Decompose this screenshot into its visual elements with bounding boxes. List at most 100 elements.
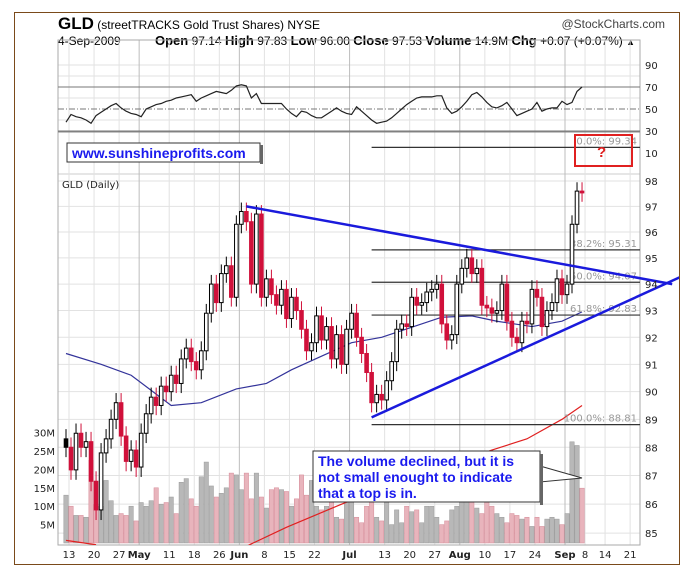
volume-bar [253,472,259,544]
candle-body [319,315,324,341]
candle-body [394,328,399,363]
candle-body [444,323,450,341]
volume-bar [354,516,360,544]
volume-bar [419,522,425,544]
candle-body [299,310,304,330]
rsi-axis-label: 90 [645,61,658,72]
volume-bar [309,480,314,544]
volume-bar [188,498,194,544]
price-axis-label: 92 [645,333,658,344]
volume-bar [228,472,234,544]
volume-bar [198,476,204,544]
annotation-line: The volume declined, but it is [318,453,514,469]
volume-bar [339,518,345,544]
candle-body [364,352,369,374]
candlesticks [63,182,585,521]
plot-border [57,39,641,546]
x-axis-label: 8 [582,550,588,561]
volume-value: 14.9M [474,34,509,48]
x-axis-label: 22 [308,550,321,561]
volume-bar [544,518,550,544]
fib-level-label: 38.2%: 95.31 [570,239,637,250]
volume-bar [163,502,169,544]
candle-body [354,312,359,338]
candle-body [464,257,470,269]
candle-body [504,283,510,322]
volume-bar [118,513,124,544]
candle-body [198,350,204,371]
volume-bar [529,526,535,544]
volume-bar [364,505,370,544]
annotation-line: not small enought to indicate [318,469,513,485]
volume-bar [549,516,555,544]
chart-frame [14,12,680,565]
x-axis-label: 24 [529,550,542,561]
rsi-panel [58,84,640,132]
candle-body [224,265,229,275]
x-axis-label: 21 [624,550,637,561]
candle-body [309,342,314,352]
volume-bar [314,505,319,544]
volume-bar [459,498,465,544]
candle-body [449,334,455,341]
trendline [246,205,673,286]
close-value: 97.53 [392,34,423,48]
candle-body [524,320,530,325]
x-axis-label: 15 [283,550,296,561]
candle-body [489,307,495,314]
volume-bar [258,496,264,544]
price-axis-label: 97 [645,202,658,213]
candle-body [284,288,289,320]
candle-body [469,257,475,275]
exchange: NYSE [287,18,320,32]
fib-level-label: 50.0%: 94.07 [570,271,637,282]
annotation-box [312,450,541,503]
candle-body [103,438,109,454]
x-axis-label: Sep [554,550,575,561]
fib-level-label: 0.0%: 99.34 [576,136,637,147]
candle-body [409,296,414,328]
volume-axis-label: 25M [34,447,55,458]
candle-body [374,393,379,404]
quote-date: 4-Sep-2009 [58,34,121,48]
volume-bar [534,516,540,544]
candle-body [219,273,224,304]
volume-bar [238,489,244,544]
candle-body [244,210,249,223]
copyright: @StockCharts.com [561,17,665,31]
volume-axis-label: 20M [34,465,55,476]
candle-body [569,223,575,285]
fib-level-label: 61.8%: 92.83 [570,304,637,315]
candle-body [334,334,339,360]
ma-long-line [65,539,97,545]
candle-body [329,326,334,360]
candle-body [158,385,164,406]
volume-axis-label: 30M [34,429,55,440]
annotation-callout: The volume declined, but it is not small … [312,450,583,505]
volume-bar [559,524,565,544]
rsi-line [65,84,583,125]
candle-body [339,334,344,365]
watermark-shadow [260,145,263,164]
candle-body [234,223,239,298]
panel-label: GLD (Daily) [62,180,119,191]
volume-bar [208,485,214,544]
x-axis-label: 13 [378,550,391,561]
fibonacci-retracement: 0.0%: 99.34 38.2%: 95.31 50.0%: 94.07 61.8%… [371,136,640,426]
x-axis-label: 20 [88,550,101,561]
volume-bar [63,494,69,544]
candle-body [479,267,485,306]
volume-bar [439,524,445,544]
annotation-shadow [540,454,543,505]
volume-bar [409,511,415,544]
x-axis-label: Jun [229,550,248,561]
candle-body [128,449,134,462]
candle-body [484,304,490,309]
candle-body [168,374,174,393]
candle-body [208,283,214,314]
volume-bar [539,526,545,544]
candle-body [554,278,560,304]
volume-bar [294,498,299,544]
candle-body [239,210,244,225]
